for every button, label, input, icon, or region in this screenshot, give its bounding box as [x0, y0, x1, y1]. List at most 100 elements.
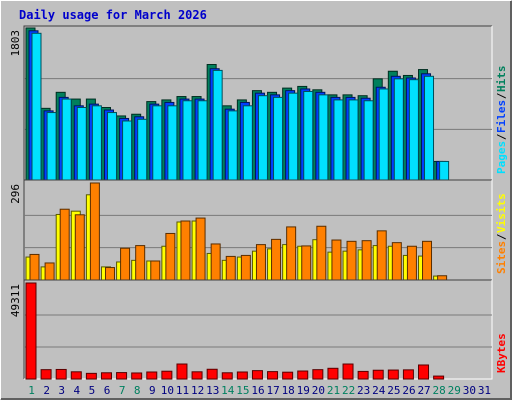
day-label-17: 17	[266, 384, 279, 397]
bar-kbytes-day-7	[116, 372, 128, 380]
bar-kbytes-day-22	[342, 363, 354, 380]
chart-panels: 1803Pages/Files/Hits296Sites/Visits49311…	[9, 25, 508, 380]
bar-pages-day-19	[303, 90, 314, 181]
bar-kbytes-day-4	[70, 371, 82, 380]
y-max-label: 1803	[9, 30, 22, 57]
day-label-15: 15	[236, 384, 249, 397]
bar-pages-day-13	[212, 69, 223, 181]
day-label-18: 18	[282, 384, 295, 397]
bar-pages-day-1	[31, 32, 42, 181]
bar-sites-day-20	[316, 225, 327, 281]
day-label-29: 29	[448, 384, 461, 397]
bar-kbytes-day-1	[25, 282, 37, 380]
legend-separator: /	[495, 133, 508, 140]
plot-border-dark	[23, 279, 492, 379]
bar-pages-day-12	[197, 100, 208, 181]
day-label-25: 25	[387, 384, 400, 397]
bar-kbytes-day-5	[85, 372, 97, 380]
legend-separator: /	[495, 233, 508, 240]
bar-sites-day-13	[210, 243, 221, 281]
day-label-12: 12	[191, 384, 204, 397]
bar-kbytes-day-13	[206, 368, 218, 380]
bar-kbytes-day-18	[282, 371, 294, 380]
day-label-24: 24	[372, 384, 386, 397]
panel-kbytes: 49311 KBytes	[9, 279, 508, 380]
bar-pages-day-4	[76, 106, 87, 181]
day-label-21: 21	[327, 384, 340, 397]
bar-pages-day-10	[167, 105, 178, 181]
day-label-13: 13	[206, 384, 219, 397]
bar-sites-day-3	[59, 208, 70, 281]
day-label-26: 26	[402, 384, 415, 397]
chart-title: Daily usage for March 2026	[19, 8, 207, 22]
day-label-30: 30	[463, 384, 476, 397]
bar-sites-day-25	[391, 242, 402, 281]
day-label-3: 3	[58, 384, 65, 397]
bar-sites-day-27	[422, 240, 433, 281]
bar-sites-day-4	[74, 214, 85, 281]
day-label-8: 8	[134, 384, 141, 397]
bar-kbytes-day-9	[146, 371, 158, 380]
bar-sites-day-26	[406, 245, 417, 281]
bar-kbytes-day-12	[191, 371, 203, 380]
bar-pages-day-6	[106, 112, 117, 181]
legend-separator: /	[495, 92, 508, 99]
day-label-23: 23	[357, 384, 370, 397]
bar-kbytes-day-15	[236, 371, 248, 380]
bar-pages-day-24	[378, 88, 389, 181]
bar-kbytes-day-3	[55, 368, 67, 380]
bar-sites-day-12	[195, 217, 206, 281]
day-label-27: 27	[417, 384, 430, 397]
bar-pages-day-7	[122, 120, 133, 181]
bar-sites-day-23	[361, 240, 372, 281]
bar-kbytes-day-23	[357, 370, 369, 380]
bar-sites-day-28	[437, 275, 448, 281]
series-kbytes	[25, 282, 445, 380]
bar-sites-day-2	[44, 262, 55, 281]
legend-hits: Hits	[495, 66, 508, 93]
bar-kbytes-day-14	[221, 372, 233, 380]
bar-kbytes-day-24	[372, 369, 384, 380]
bar-kbytes-day-19	[297, 370, 309, 380]
day-label-9: 9	[149, 384, 156, 397]
bar-sites-day-21	[331, 239, 342, 281]
day-label-7: 7	[119, 384, 126, 397]
bar-kbytes-day-20	[312, 369, 324, 380]
bar-kbytes-day-10	[161, 370, 173, 380]
bar-pages-day-20	[318, 94, 329, 181]
bar-kbytes-day-25	[387, 369, 399, 380]
bar-sites-day-18	[286, 226, 297, 281]
bar-sites-day-11	[180, 220, 191, 281]
bar-sites-day-15	[240, 254, 251, 281]
bar-pages-day-3	[61, 98, 72, 181]
bar-pages-day-23	[363, 100, 374, 181]
bar-sites-day-17	[271, 238, 282, 281]
day-label-5: 5	[89, 384, 96, 397]
bar-sites-day-24	[376, 230, 387, 281]
bar-pages-day-14	[227, 110, 238, 181]
bar-pages-day-25	[393, 78, 404, 181]
bar-pages-day-8	[137, 118, 148, 181]
legend-pages: Pages	[495, 141, 508, 174]
bar-pages-day-17	[273, 96, 284, 181]
day-label-2: 2	[43, 384, 50, 397]
day-label-28: 28	[433, 384, 446, 397]
day-label-20: 20	[312, 384, 325, 397]
bar-sites-day-5	[89, 182, 100, 281]
bar-pages-day-2	[46, 112, 57, 181]
day-label-10: 10	[161, 384, 174, 397]
day-label-22: 22	[342, 384, 355, 397]
bar-sites-day-9	[150, 260, 161, 281]
bar-pages-day-22	[348, 99, 359, 181]
day-label-11: 11	[176, 384, 189, 397]
bar-sites-day-14	[225, 255, 236, 281]
panel-visits-sites: 296 Sites/Visits	[9, 179, 508, 281]
bar-kbytes-day-8	[131, 372, 143, 380]
bar-sites-day-7	[120, 247, 131, 281]
bar-pages-day-5	[91, 105, 102, 181]
bar-sites-day-22	[346, 240, 357, 281]
day-label-1: 1	[28, 384, 35, 397]
bar-pages-day-18	[288, 92, 299, 181]
